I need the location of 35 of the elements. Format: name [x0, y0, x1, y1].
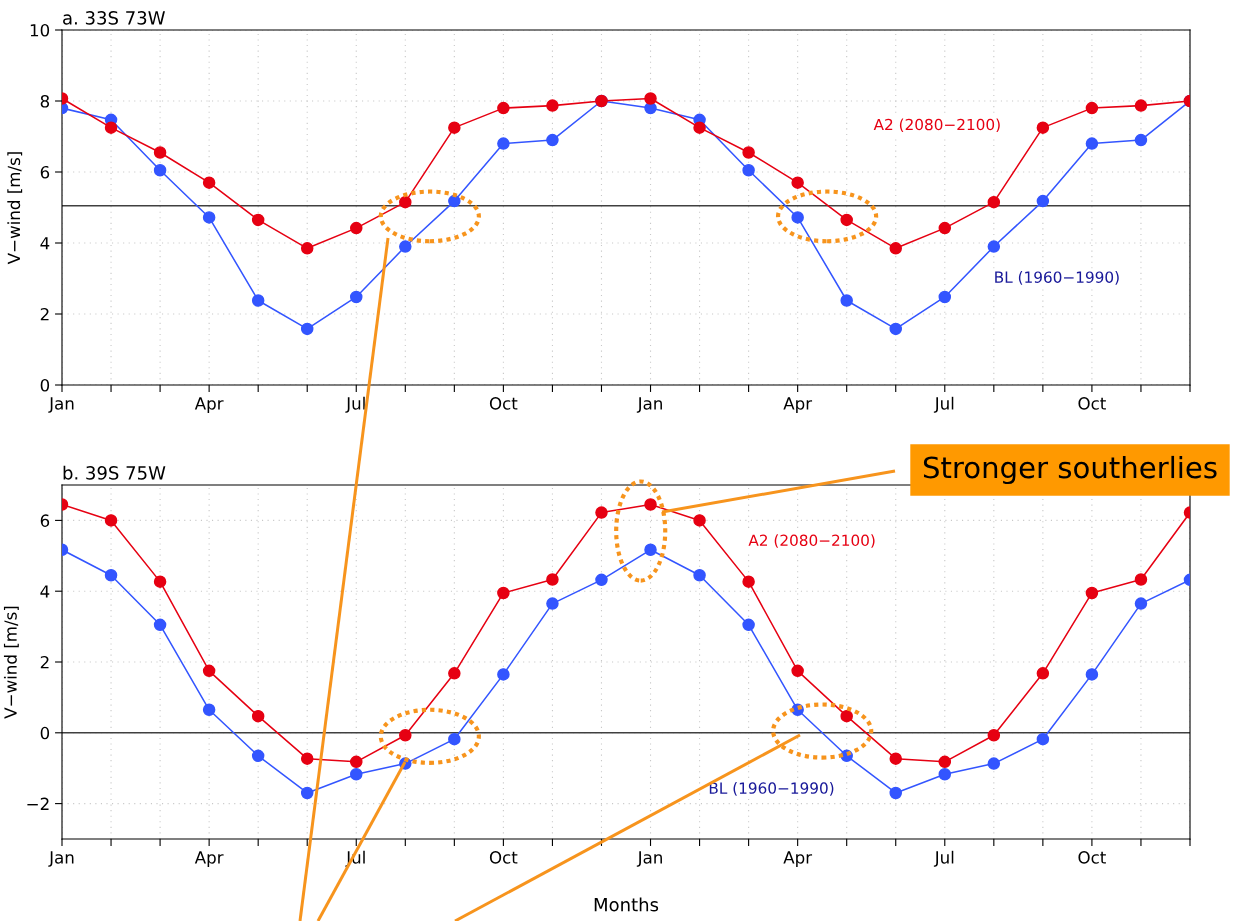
x-tick-label: Jul: [933, 850, 954, 867]
chart-title: b. 39S 75W: [63, 465, 166, 480]
y-tick-label: 0: [40, 726, 50, 740]
x-tick-label: Apr: [783, 397, 813, 413]
y-tick-label: 0: [40, 378, 50, 392]
y-axis-title: V−wind [m/s]: [3, 606, 19, 719]
x-tick-label: Oct: [489, 397, 518, 410]
text: Stronger southerlies: [923, 455, 1217, 485]
x-tick-label: Jul: [933, 396, 954, 413]
y-axis-title: V−wind [m/s]: [7, 152, 23, 265]
y-tick-label: 4: [40, 237, 50, 250]
y-tick-label: 8: [40, 94, 50, 108]
series-label: BL (1960−1990): [995, 271, 1119, 285]
chart-title: a. 33S 73W: [63, 11, 165, 25]
text: A2 (2080−2100): [873, 118, 1000, 133]
x-tick-label: Jan: [48, 851, 74, 867]
y-tick-label: 6: [40, 514, 50, 527]
x-tick-label: Jan: [636, 397, 662, 413]
x-tick-label: Oct: [1078, 851, 1106, 864]
x-tick-label: Jan: [636, 851, 662, 867]
x-axis-title: Months: [594, 897, 659, 912]
y-tick-label: 6: [40, 165, 50, 179]
x-tick-label: Oct: [489, 851, 518, 864]
x-tick-label: Apr: [194, 851, 224, 867]
series-label: A2 (2080−2100): [748, 534, 875, 548]
x-tick-label: Apr: [194, 397, 224, 413]
x-tick-label: Jan: [48, 397, 74, 413]
y-tick-label: 2: [40, 307, 49, 321]
y-tick-label: 2: [40, 655, 49, 669]
x-tick-label: Oct: [1078, 397, 1106, 410]
y-tick-label: −2: [27, 797, 49, 810]
x-tick-label: Jul: [345, 396, 365, 413]
y-tick-label: 4: [40, 585, 50, 598]
x-tick-label: Apr: [783, 851, 813, 867]
y-tick-label: 10: [30, 23, 50, 37]
